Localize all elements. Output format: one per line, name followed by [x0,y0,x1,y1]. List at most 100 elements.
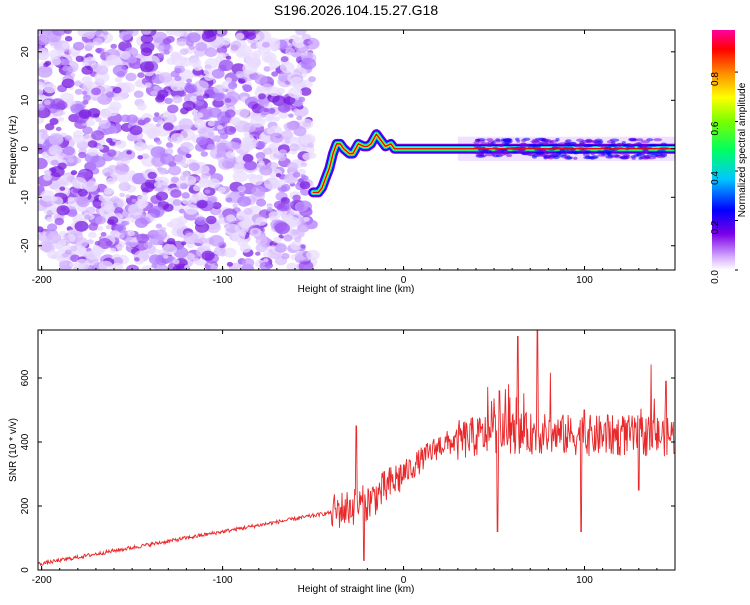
noise-blob [150,90,158,97]
noise-blob [38,51,50,61]
noise-blob [251,185,266,197]
noise-blob [111,262,124,270]
noise-blob [239,230,247,237]
noise-blob [38,104,45,111]
noise-blob [300,244,306,249]
noise-blob [114,76,123,83]
noise-blob [57,50,65,56]
noise-blob [181,192,190,199]
noise-blob [126,150,132,155]
noise-blob [39,241,53,252]
noise-blob [160,153,175,165]
y-tick-label: -20 [20,238,31,253]
signal-blob [601,152,606,156]
noise-blob [239,244,252,253]
noise-blob [71,177,87,189]
noise-blob [43,83,57,94]
noise-blob [73,41,85,51]
noise-blob [44,60,52,66]
noise-blob [58,116,65,122]
noise-blob [184,83,198,94]
noise-blob [300,87,312,96]
signal-core [313,133,675,193]
noise-blob [85,31,95,40]
signal-blob [511,150,519,154]
noise-blob [87,140,98,148]
noise-blob [196,95,205,102]
noise-blob [255,236,268,246]
signal-blob [552,145,558,149]
noise-blob [200,151,208,157]
noise-blob [156,93,166,101]
noise-blob [127,230,135,237]
noise-blob [48,144,63,156]
noise-blob [263,147,273,155]
noise-blob [75,195,89,206]
noise-blob [64,233,76,243]
noise-blob [263,66,271,72]
signal-blob [549,143,560,147]
noise-blob [237,45,253,57]
signal-blob [477,139,485,143]
noise-blob [242,154,254,163]
noise-blob [189,57,202,67]
noise-blob [256,85,265,92]
signal-blob [590,152,595,156]
snr-y-ticks: 0 200 400 600 [20,369,675,573]
noise-blob [91,87,102,96]
noise-blob [237,185,246,193]
noise-blob [156,45,165,51]
noise-blob [218,59,234,72]
signal-blob [629,138,637,142]
noise-blob [202,93,210,99]
noise-blob [299,225,308,233]
noise-blob [208,235,225,247]
noise-blob [232,203,238,208]
noise-blob [113,207,124,215]
signal-blob [587,156,598,160]
noise-blob [105,106,119,117]
signal-blob [606,140,615,144]
noise-blob [246,32,257,40]
noise-blob [285,47,295,56]
noise-blob [239,191,246,197]
noise-blob [232,163,245,174]
noise-blob [270,245,276,250]
signal-blob [573,151,579,155]
noise-blob [128,203,144,216]
noise-blob [173,246,189,259]
noise-blob [141,123,157,135]
noise-blob [62,65,71,72]
noise-blob [194,119,206,129]
noise-blob [81,65,93,75]
noise-blob [230,44,239,51]
noise-blob [95,65,109,75]
noise-blob [280,56,289,63]
noise-blob [259,261,272,270]
noise-blob [219,267,225,270]
noise-blob [87,231,97,239]
colorbar-tick-label: 0.2 [710,220,721,234]
signal-blob [483,149,492,153]
noise-blob [184,264,190,270]
noise-blob [87,239,94,245]
noise-blob [208,107,222,118]
noise-blob [46,216,54,223]
noise-blob [308,152,317,159]
noise-blob [118,181,131,192]
noise-blob [172,259,180,265]
noise-blob [40,190,55,202]
noise-blob [207,120,216,127]
noise-blob [38,157,48,170]
signal-blob [566,156,573,160]
spectrogram-noise [38,30,320,270]
spectrogram-y-label: Frequency (Hz) [8,116,19,185]
noise-blob [272,116,280,122]
noise-blob [67,157,75,163]
noise-blob [155,191,169,201]
noise-blob [252,229,259,235]
noise-blob [95,48,102,53]
noise-blob [225,55,232,60]
noise-blob [162,243,177,255]
noise-blob [204,189,211,194]
